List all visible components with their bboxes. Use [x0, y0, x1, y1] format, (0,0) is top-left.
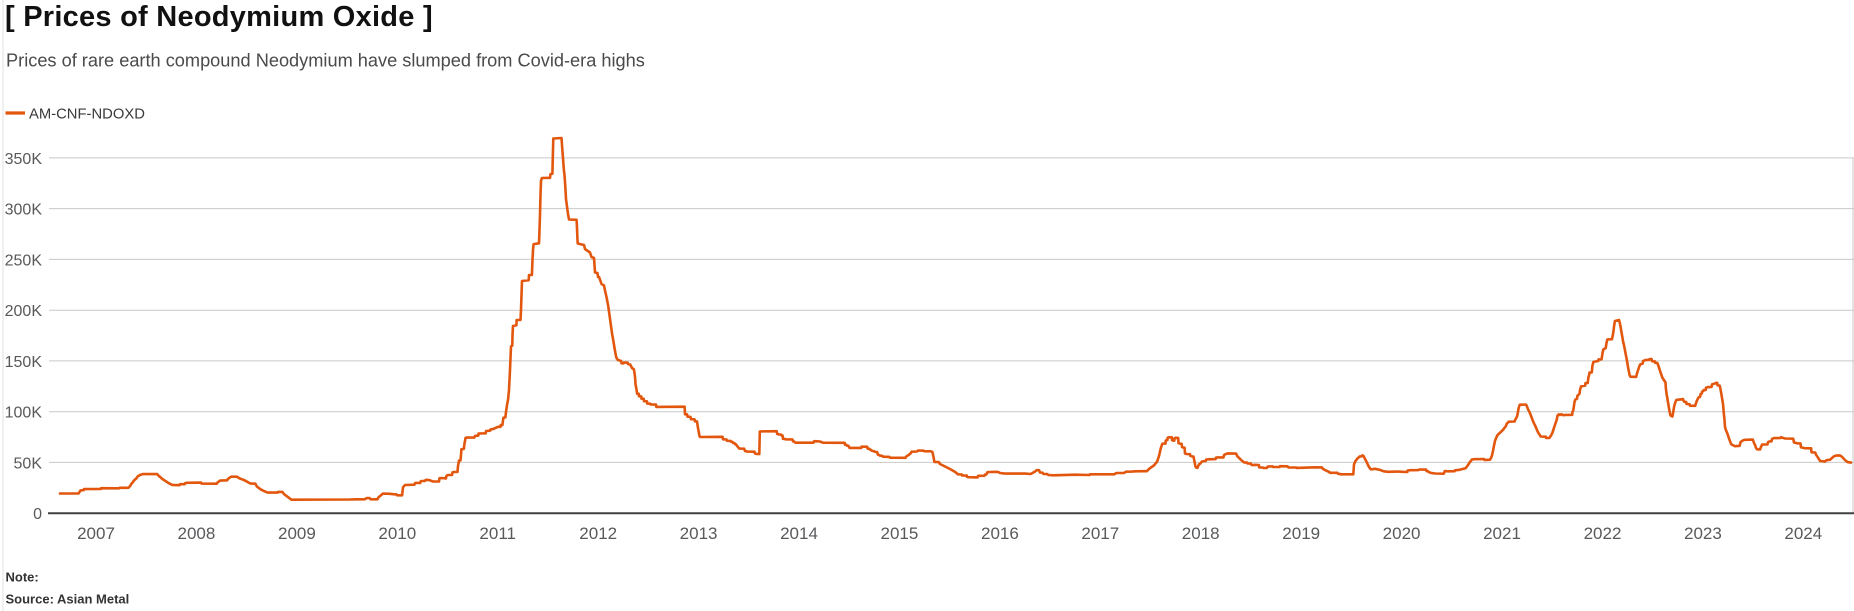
svg-text:AM-CNF-NDOXD: AM-CNF-NDOXD — [29, 107, 145, 123]
svg-text:2012: 2012 — [579, 524, 617, 543]
svg-text:100K: 100K — [5, 405, 43, 422]
svg-text:2008: 2008 — [177, 524, 215, 543]
svg-text:2018: 2018 — [1182, 524, 1220, 543]
svg-text:2013: 2013 — [680, 524, 718, 543]
svg-text:2015: 2015 — [880, 524, 918, 543]
svg-text:2022: 2022 — [1584, 524, 1622, 543]
svg-text:2019: 2019 — [1282, 524, 1320, 543]
svg-text:0: 0 — [33, 506, 42, 523]
svg-text:2021: 2021 — [1483, 524, 1521, 543]
svg-text:2023: 2023 — [1684, 524, 1722, 543]
svg-text:[ Prices of Neodymium Oxide ]: [ Prices of Neodymium Oxide ] — [5, 1, 433, 33]
svg-text:2014: 2014 — [780, 524, 818, 543]
svg-text:2010: 2010 — [378, 524, 416, 543]
svg-text:Source: Asian Metal: Source: Asian Metal — [6, 592, 130, 607]
svg-text:2024: 2024 — [1784, 524, 1822, 543]
svg-text:350K: 350K — [5, 151, 43, 168]
svg-text:2016: 2016 — [981, 524, 1019, 543]
svg-text:2020: 2020 — [1383, 524, 1421, 543]
svg-text:2011: 2011 — [479, 524, 516, 543]
svg-text:150K: 150K — [5, 354, 43, 371]
svg-text:200K: 200K — [5, 303, 43, 320]
svg-text:2007: 2007 — [77, 524, 115, 543]
svg-text:2017: 2017 — [1081, 524, 1119, 543]
svg-text:300K: 300K — [5, 202, 43, 219]
svg-text:250K: 250K — [5, 252, 43, 269]
svg-text:Note:: Note: — [6, 570, 39, 585]
svg-text:50K: 50K — [14, 455, 43, 472]
svg-text:2009: 2009 — [278, 524, 316, 543]
svg-text:Prices of rare earth compound: Prices of rare earth compound Neodymium … — [6, 51, 645, 71]
